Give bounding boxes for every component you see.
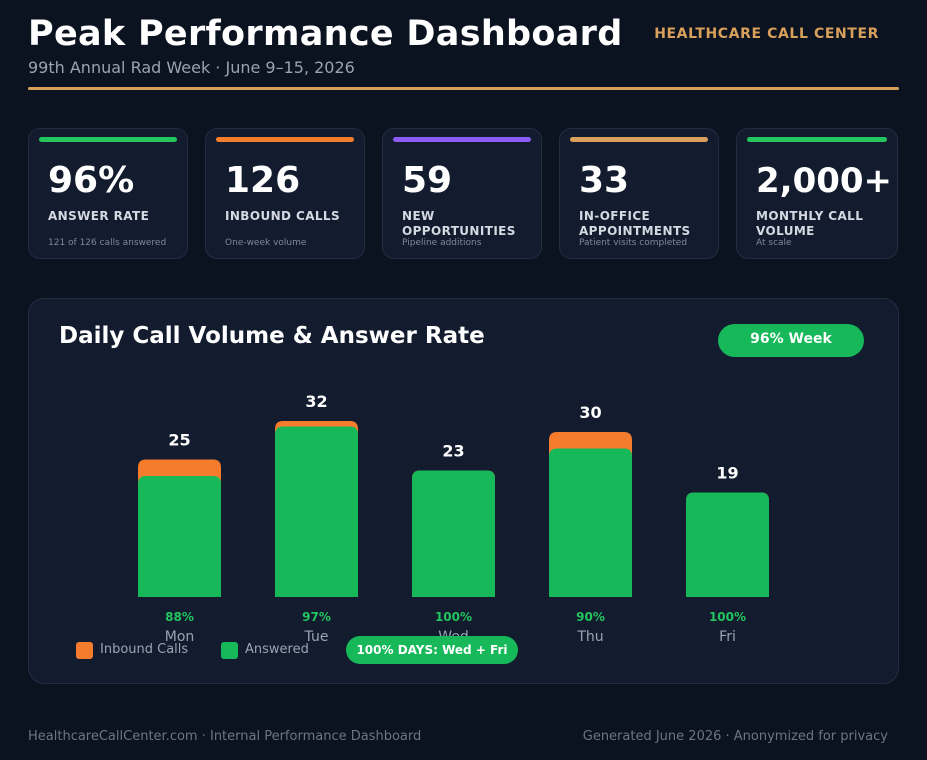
answer-rate-label-thu: 90% <box>576 610 605 624</box>
kpi-label: MONTHLY CALL VOLUME <box>756 209 864 238</box>
kpi-label: NEW OPPORTUNITIES <box>402 209 516 238</box>
kpi-card-in-office-appointments: 33 IN-OFFICE APPOINTMENTS Patient visits… <box>559 128 719 259</box>
legend-label: Answered <box>245 642 309 657</box>
kpi-value: 2,000+ <box>756 161 893 201</box>
footer-right: Generated June 2026 · Anonymized for pri… <box>582 729 888 744</box>
answer-rate-label-tue: 97% <box>302 610 331 624</box>
kpi-value: 59 <box>402 160 453 201</box>
kpi-label: IN-OFFICE APPOINTMENTS <box>579 209 691 238</box>
bar-value-label-tue: 32 <box>305 392 327 411</box>
kpi-accent-bar <box>39 137 177 142</box>
x-tick-label-tue: Tue <box>304 629 329 645</box>
answer-rate-label-fri: 100% <box>709 610 746 624</box>
kpi-accent-bar <box>393 137 531 142</box>
chart-title: Daily Call Volume & Answer Rate <box>59 323 485 349</box>
kpi-card-new-opportunities: 59 NEW OPPORTUNITIES Pipeline additions <box>382 128 542 259</box>
kpi-accent-bar <box>216 137 354 142</box>
bar-answered-tue <box>275 426 358 597</box>
header-divider <box>28 87 899 90</box>
bar-value-label-mon: 25 <box>168 431 190 450</box>
bar-answered-wed <box>412 470 495 597</box>
legend-label: Inbound Calls <box>100 642 189 657</box>
kpi-card-inbound-calls: 126 INBOUND CALLS One-week volume <box>205 128 365 259</box>
kpi-accent-bar <box>747 137 887 142</box>
x-tick-label-mon: Mon <box>165 629 195 645</box>
kpi-note: Patient visits completed <box>579 238 688 248</box>
kpi-note: At scale <box>756 238 792 248</box>
answer-rate-label-wed: 100% <box>435 610 472 624</box>
bar-value-label-thu: 30 <box>579 403 601 422</box>
x-tick-label-thu: Thu <box>576 629 603 645</box>
kpi-card-monthly-call-volume: 2,000+ MONTHLY CALL VOLUME At scale <box>736 128 898 259</box>
bar-value-label-fri: 19 <box>716 464 738 483</box>
week-answer-rate-badge: 96% Week <box>718 324 864 357</box>
page-title: Peak Performance Dashboard <box>28 14 623 54</box>
x-tick-label-fri: Fri <box>719 629 736 645</box>
kpi-value: 126 <box>225 160 301 201</box>
bar-answered-mon <box>138 476 221 597</box>
bar-chart-svg: 2588%Mon3297%Tue23100%Wed3090%Thu19100%F… <box>138 392 769 645</box>
kpi-row: 96% ANSWER RATE 121 of 126 calls answere… <box>28 128 899 261</box>
kpi-value: 96% <box>48 160 135 201</box>
page-subtitle: 99th Annual Rad Week · June 9–15, 2026 <box>28 58 355 77</box>
kpi-note: 121 of 126 calls answered <box>48 238 167 248</box>
answer-rate-label-mon: 88% <box>165 610 194 624</box>
kpi-label: ANSWER RATE <box>48 209 150 223</box>
legend-swatch-inbound <box>76 642 93 659</box>
bar-answered-thu <box>549 448 632 597</box>
kpi-note: Pipeline additions <box>402 238 482 248</box>
kpi-value: 33 <box>579 160 630 201</box>
chart-card: Daily Call Volume & Answer Rate 96% Week… <box>28 298 899 684</box>
kpi-accent-bar <box>570 137 708 142</box>
header: Peak Performance Dashboard 99th Annual R… <box>28 14 899 77</box>
bar-answered-fri <box>686 492 769 597</box>
perfect-days-badge: 100% DAYS: Wed + Fri <box>346 636 518 664</box>
brand-label: HEALTHCARE CALL CENTER <box>654 26 879 42</box>
kpi-label: INBOUND CALLS <box>225 209 341 223</box>
bar-chart: 2588%Mon3297%Tue23100%Wed3090%Thu19100%F… <box>29 299 900 685</box>
bar-value-label-wed: 23 <box>442 442 464 461</box>
footer-left: HealthcareCallCenter.com · Internal Perf… <box>28 729 422 744</box>
legend-swatch-answered <box>221 642 238 659</box>
kpi-card-answer-rate: 96% ANSWER RATE 121 of 126 calls answere… <box>28 128 188 259</box>
kpi-note: One-week volume <box>225 238 307 248</box>
